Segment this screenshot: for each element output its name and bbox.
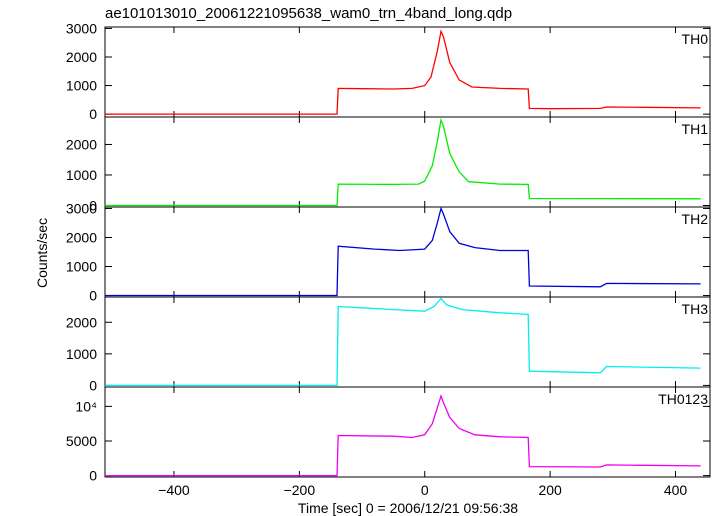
panel-frame: [104, 26, 711, 118]
y-tick-label: 2000: [66, 136, 97, 152]
x-tick-label: 400: [664, 482, 688, 498]
y-tick-label: 3000: [66, 200, 97, 216]
panel-label: TH0123: [658, 391, 708, 407]
panel-label: TH0: [682, 31, 709, 47]
panel-th1: 0 1000 2000 TH1: [66, 116, 711, 213]
y-tick-label: 5000: [66, 433, 97, 449]
x-axis-label: Time [sec] 0 = 2006/12/21 09:56:38: [298, 500, 518, 516]
series-line-th0: [105, 29, 701, 115]
y-tick-label: 2000: [66, 49, 97, 65]
y-tick-label: 2000: [66, 314, 97, 330]
panel-label: TH3: [682, 301, 709, 317]
panel-frame: [104, 386, 711, 478]
panel-th2: 0 1000 2000 3000 TH2: [66, 200, 711, 304]
x-tick-label: 200: [538, 482, 562, 498]
chart-title: ae101013010_20061221095638_wam0_trn_4ban…: [105, 5, 512, 22]
y-tick-label: 1000: [66, 167, 97, 183]
y-tick-label: 1000: [66, 78, 97, 94]
y-tick-label: 10⁴: [75, 398, 97, 414]
series-line-th3: [105, 297, 701, 387]
series-line-th0123: [105, 393, 701, 477]
x-tick-label: −200: [284, 482, 316, 498]
y-tick-label: 3000: [66, 20, 97, 36]
y-axis-label: Counts/sec: [34, 218, 50, 288]
panel-label: TH1: [682, 121, 709, 137]
y-tick-label: 0: [89, 468, 97, 484]
x-tick-label: −400: [158, 482, 190, 498]
series-line-th1: [105, 117, 701, 207]
y-tick-label: 1000: [66, 346, 97, 362]
panel-th0: 0 1000 2000 3000 TH0: [66, 20, 711, 122]
y-tick-label: 0: [89, 288, 97, 304]
panels-container: 0100020003000TH0010002000TH1010002000300…: [66, 20, 711, 498]
series-line-th2: [105, 206, 701, 297]
panel-th0123: 0 5000 10⁴ TH0123: [66, 386, 711, 484]
y-tick-label: 2000: [66, 229, 97, 245]
panel-th3: 0 1000 2000 TH3: [66, 296, 711, 393]
y-tick-label: 0: [89, 197, 97, 213]
panel-label: TH2: [682, 211, 709, 227]
y-tick-label: 0: [89, 106, 97, 122]
x-tick-label: 0: [421, 482, 429, 498]
y-tick-label: 0: [89, 377, 97, 393]
y-tick-label: 1000: [66, 259, 97, 275]
panel-frame: [104, 116, 711, 208]
